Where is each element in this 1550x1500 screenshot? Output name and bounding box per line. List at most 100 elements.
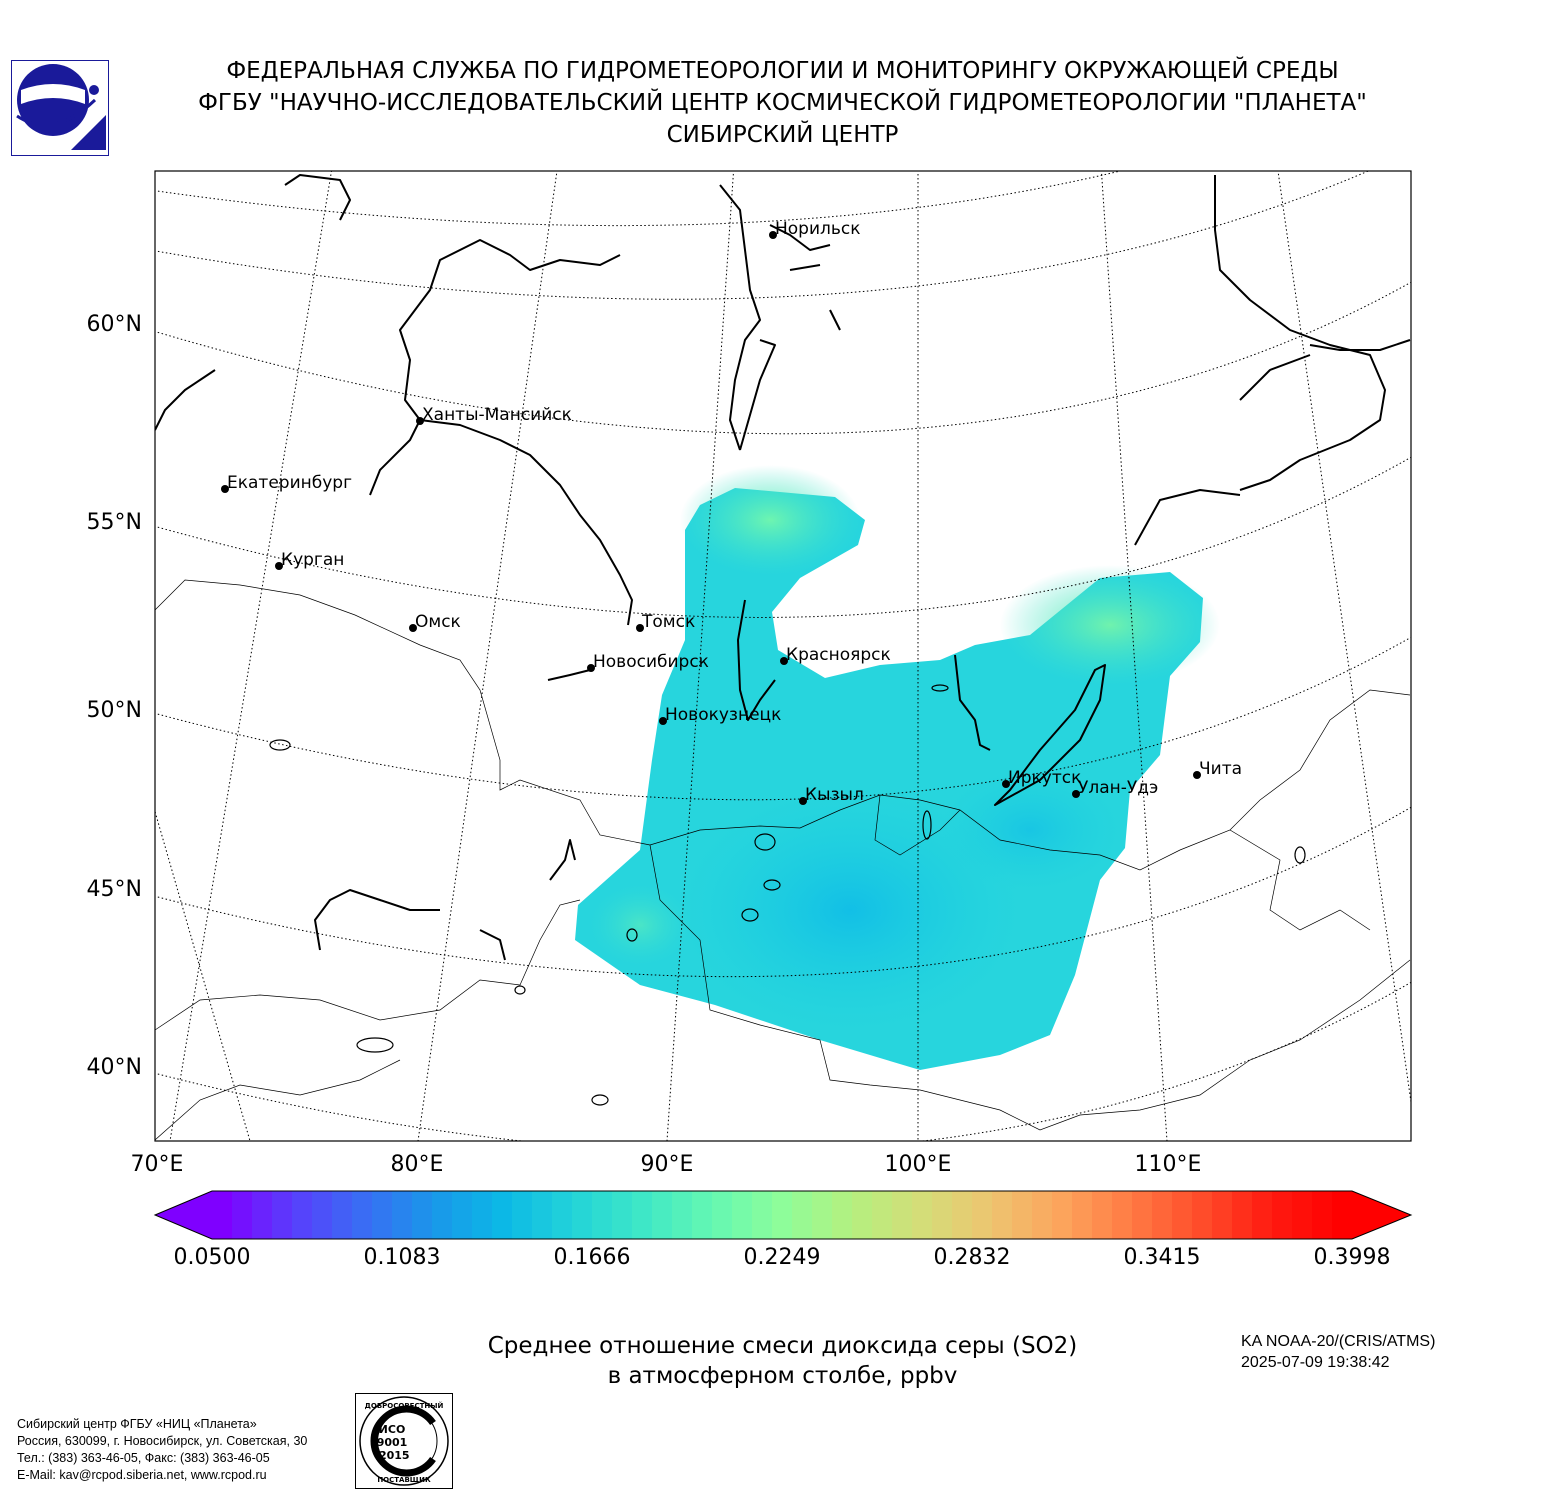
colorbar-swatch xyxy=(1312,1191,1333,1239)
colorbar-swatch xyxy=(1072,1191,1093,1239)
colorbar-swatch xyxy=(452,1191,473,1239)
colorbar-swatch xyxy=(932,1191,953,1239)
colorbar-swatch xyxy=(1132,1191,1153,1239)
lon-label-90: 90°E xyxy=(640,1152,694,1177)
org-phone: Тел.: (383) 363-46-05, Факс: (383) 363-4… xyxy=(17,1451,270,1465)
colorbar-swatch xyxy=(572,1191,593,1239)
caption-line-2: в атмосферном столбе, ppbv xyxy=(607,1363,958,1389)
lat-label-45: 45°N xyxy=(86,877,142,902)
iso-badge-top: ДОБРОСОВЕСТНЫЙ xyxy=(365,1401,444,1410)
lat-label-40: 40°N xyxy=(86,1055,142,1080)
city-marker xyxy=(221,485,229,493)
colorbar-extend-high xyxy=(1352,1191,1411,1239)
colorbar-swatch xyxy=(1112,1191,1133,1239)
colorbar-swatch xyxy=(1012,1191,1033,1239)
caption-line-1: Среднее отношение смеси диоксида серы (S… xyxy=(487,1333,1078,1359)
org-contacts: E-Mail: kav@rcpod.siberia.net, www.rcpod… xyxy=(17,1468,267,1482)
city-label: Омск xyxy=(415,612,461,632)
colorbar-swatch xyxy=(952,1191,973,1239)
colorbar-tick-5: 0.3415 xyxy=(1123,1245,1201,1270)
lon-label-110: 110°E xyxy=(1134,1152,1202,1177)
colorbar-swatch xyxy=(392,1191,413,1239)
colorbar-swatch xyxy=(1152,1191,1173,1239)
city-marker xyxy=(409,624,417,632)
colorbar-swatch xyxy=(972,1191,993,1239)
colorbar-swatch xyxy=(272,1191,293,1239)
city-label: Ханты-Мансийск xyxy=(422,405,572,425)
colorbar-swatch xyxy=(252,1191,273,1239)
colorbar-swatch xyxy=(832,1191,853,1239)
colorbar-swatch xyxy=(1092,1191,1113,1239)
colorbar-swatch xyxy=(712,1191,733,1239)
colorbar-tick-6: 0.3998 xyxy=(1313,1245,1391,1270)
city-label: Красноярск xyxy=(786,645,891,665)
colorbar-swatch xyxy=(512,1191,533,1239)
colorbar-swatch xyxy=(1292,1191,1313,1239)
country-borders xyxy=(155,579,1411,1141)
colorbar-swatch xyxy=(1032,1191,1053,1239)
satellite-timestamp: 2025-07-09 19:38:42 xyxy=(1241,1354,1390,1371)
city-label: Новокузнецк xyxy=(665,705,781,725)
iso-badge-num: 9001 xyxy=(377,1436,408,1449)
colorbar-swatch xyxy=(1052,1191,1073,1239)
colorbar-swatch xyxy=(552,1191,573,1239)
colorbar-tick-3: 0.2249 xyxy=(743,1245,821,1270)
colorbar-swatch xyxy=(232,1191,253,1239)
colorbar-swatch xyxy=(672,1191,693,1239)
city-label: Томск xyxy=(641,612,695,632)
colorbar-tick-4: 0.2832 xyxy=(933,1245,1011,1270)
colorbar-swatch xyxy=(312,1191,333,1239)
colorbar-swatch xyxy=(212,1191,233,1239)
city-marker xyxy=(416,417,424,425)
city-label: Улан-Удэ xyxy=(1078,778,1158,798)
iso-badge-bottom: ПОСТАВЩИК xyxy=(377,1476,431,1484)
colorbar-swatch xyxy=(812,1191,833,1239)
iso-badge-year: -2015 xyxy=(374,1449,409,1462)
city-marker xyxy=(636,624,644,632)
city-marker xyxy=(659,717,667,725)
colorbar-tick-0: 0.0500 xyxy=(173,1245,251,1270)
header-line-1: ФЕДЕРАЛЬНАЯ СЛУЖБА ПО ГИДРОМЕТЕОРОЛОГИИ … xyxy=(226,58,1339,84)
colorbar-outline xyxy=(153,1190,1413,1240)
graticule xyxy=(155,171,1411,1141)
satellite-name: KA NOAA-20/(CRIS/ATMS) xyxy=(1241,1333,1436,1350)
colorbar-swatch xyxy=(1192,1191,1213,1239)
city-label: Иркутск xyxy=(1008,768,1081,788)
city-label: Норильск xyxy=(775,219,861,239)
colorbar-swatch xyxy=(1212,1191,1233,1239)
city-label: Новосибирск xyxy=(593,652,709,672)
colorbar-swatch xyxy=(292,1191,313,1239)
colorbar-swatch xyxy=(732,1191,753,1239)
colorbar-swatch xyxy=(1332,1191,1353,1239)
city-marker xyxy=(1193,771,1201,779)
colorbar-swatch xyxy=(1272,1191,1293,1239)
header-line-2: ФГБУ "НАУЧНО-ИССЛЕДОВАТЕЛЬСКИЙ ЦЕНТР КОС… xyxy=(198,90,1367,116)
colorbar-swatch xyxy=(792,1191,813,1239)
city-layer: Норильск Ханты-Мансийск Екатеринбург Курган… xyxy=(221,219,1242,805)
colorbar-swatch xyxy=(852,1191,873,1239)
lon-label-80: 80°E xyxy=(390,1152,444,1177)
colorbar-swatch xyxy=(472,1191,493,1239)
colorbar-swatch xyxy=(1252,1191,1273,1239)
colorbar-swatch xyxy=(1232,1191,1253,1239)
colorbar-swatch xyxy=(892,1191,913,1239)
city-marker xyxy=(769,231,777,239)
city-marker xyxy=(1002,780,1010,788)
colorbar-swatch xyxy=(652,1191,673,1239)
iso-badge: ДОБРОСОВЕСТНЫЙ ИСО 9001 -2015 ПОСТАВЩИК xyxy=(355,1393,453,1489)
colorbar-swatch xyxy=(772,1191,793,1239)
lon-label-100: 100°E xyxy=(884,1152,952,1177)
colorbar-swatch xyxy=(532,1191,553,1239)
colorbar-swatch xyxy=(332,1191,353,1239)
colorbar-swatch xyxy=(632,1191,653,1239)
city-label: Курган xyxy=(281,550,344,570)
org-address: Россия, 630099, г. Новосибирск, ул. Сове… xyxy=(17,1434,308,1448)
header-line-3: СИБИРСКИЙ ЦЕНТР xyxy=(666,122,899,148)
colorbar-swatch xyxy=(692,1191,713,1239)
colorbar-swatch xyxy=(432,1191,453,1239)
colorbar-swatch xyxy=(752,1191,773,1239)
colorbar-swatch xyxy=(352,1191,373,1239)
so2-field xyxy=(575,465,1220,1070)
city-marker xyxy=(780,657,788,665)
